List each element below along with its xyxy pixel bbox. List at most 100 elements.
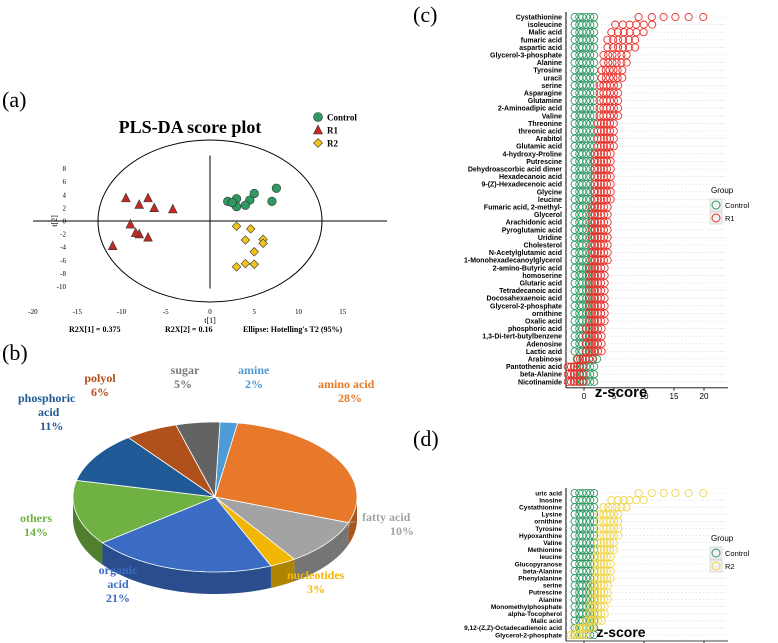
category-label: Glycerol-3-phosphate (490, 52, 562, 59)
legend-marker-control (711, 200, 721, 210)
category-label: Uridine (538, 235, 562, 242)
category-label: Adenosine (526, 341, 562, 348)
score-point-control (267, 196, 277, 206)
data-point-r2 (619, 496, 628, 505)
data-point-r2 (622, 503, 631, 512)
category-label: Putrescine (526, 159, 562, 166)
score-point-r1 (143, 192, 153, 203)
pie-label-nucleotides: nucleotides (287, 568, 345, 582)
legend-marker-control (711, 548, 721, 558)
score-point-r2 (231, 221, 242, 231)
panel-label-d: (d) (413, 426, 439, 451)
legend-marker-r2 (313, 138, 323, 148)
category-label: threonic acid (518, 128, 562, 135)
legend-marker-r1 (711, 213, 721, 223)
category-label: uric acid (535, 490, 562, 497)
x-tick-label: 20 (700, 392, 709, 401)
data-point-r1 (618, 20, 627, 29)
data-point-r1 (600, 316, 609, 326)
data-point-r1 (606, 195, 615, 204)
category-label: Pyroglutamic acid (502, 227, 562, 234)
data-point-r1 (579, 377, 588, 386)
score-point-r1 (134, 199, 144, 209)
data-point-r1 (648, 20, 657, 29)
data-point-r2 (597, 616, 606, 625)
data-point-r1 (597, 73, 606, 82)
category-label: beta-Alanine (520, 372, 562, 379)
data-point-r1 (578, 354, 587, 364)
data-point-r2 (603, 595, 612, 604)
category-label: Glutaric acid (520, 280, 562, 287)
category-label: 1,3-Di-tert-butylbenzene (482, 334, 562, 341)
data-point-r2 (569, 630, 579, 640)
pie-label-amino-acid: amino acid (318, 377, 375, 391)
data-point-r1 (604, 58, 613, 67)
category-label: Tyrosine (535, 526, 562, 533)
y-tick-label: 2 (63, 204, 67, 212)
pie-slice-fatty-acid (214, 496, 350, 560)
legend-label-r2: R2 (327, 139, 338, 149)
category-label: Tetradecanoic acid (499, 288, 562, 295)
data-point-r2 (647, 488, 656, 498)
score-point-r2 (240, 235, 251, 245)
data-point-r1 (684, 12, 693, 22)
legend-label-control: Control (327, 113, 357, 123)
score-point-r2 (231, 262, 242, 272)
category-label: Methionine (528, 547, 563, 554)
y-axis-label: t[2] (50, 215, 59, 227)
category-label: Threonine (528, 121, 562, 128)
category-label: Malic acid (529, 30, 562, 37)
pie-label-others: others (20, 511, 52, 525)
pie-value-nucleotides: 3% (307, 582, 325, 596)
category-label: Fumaric acid, 2-methyl- (484, 204, 563, 211)
x-axis-label: z-score (595, 384, 648, 401)
data-point-r1 (607, 28, 616, 37)
panel-label-c: (c) (413, 2, 438, 27)
data-point-r1 (603, 43, 612, 52)
data-point-r1 (608, 58, 617, 67)
category-label: Valine (543, 540, 562, 547)
score-point-control (249, 188, 259, 199)
pie-label-amine: amine (238, 363, 270, 377)
score-point-r1 (143, 231, 153, 242)
category-label: fumaric acid (521, 37, 562, 44)
data-point-r1 (597, 347, 606, 356)
y-tick-label: -10 (57, 283, 67, 291)
y-tick-label: -8 (60, 270, 66, 278)
pie-label-organic-acid-2: acid (107, 577, 129, 591)
legend-title: Group (711, 534, 734, 543)
x-tick-label: 15 (670, 392, 679, 401)
category-label: leucine (538, 197, 562, 204)
x-tick-label: 10 (295, 308, 303, 316)
category-label: Tyrosine (533, 68, 562, 75)
legend-marker-r2 (711, 561, 721, 571)
pie-value-others: 14% (24, 525, 48, 539)
category-label: Cystathionine (516, 14, 562, 21)
x-tick-label: 10 (640, 392, 649, 401)
y-tick-label: 6 (63, 178, 67, 186)
y-tick-label: 0 (63, 218, 67, 226)
score-point-r2 (240, 258, 251, 269)
score-point-r2 (258, 238, 268, 248)
score-point-control (271, 183, 281, 193)
category-label: Malic acid (531, 618, 562, 625)
data-point-r1 (639, 28, 648, 37)
category-label: serine (541, 83, 562, 90)
data-point-r2 (625, 496, 634, 505)
pie-slice-amino-acid (214, 422, 358, 524)
pie-label-sugar: sugar (171, 363, 200, 377)
data-point-r2 (634, 488, 643, 498)
data-point-r1 (588, 354, 597, 364)
x-tick-label: -20 (28, 308, 38, 316)
score-point-r2 (245, 224, 256, 234)
data-point-r1 (587, 347, 596, 356)
data-point-r1 (584, 354, 594, 364)
data-point-r1 (699, 12, 708, 22)
category-label: Glycerol-2-phosphate (495, 632, 562, 639)
data-point-r2 (617, 503, 626, 512)
pie-slice-others (72, 479, 217, 544)
data-point-r2 (600, 609, 609, 618)
